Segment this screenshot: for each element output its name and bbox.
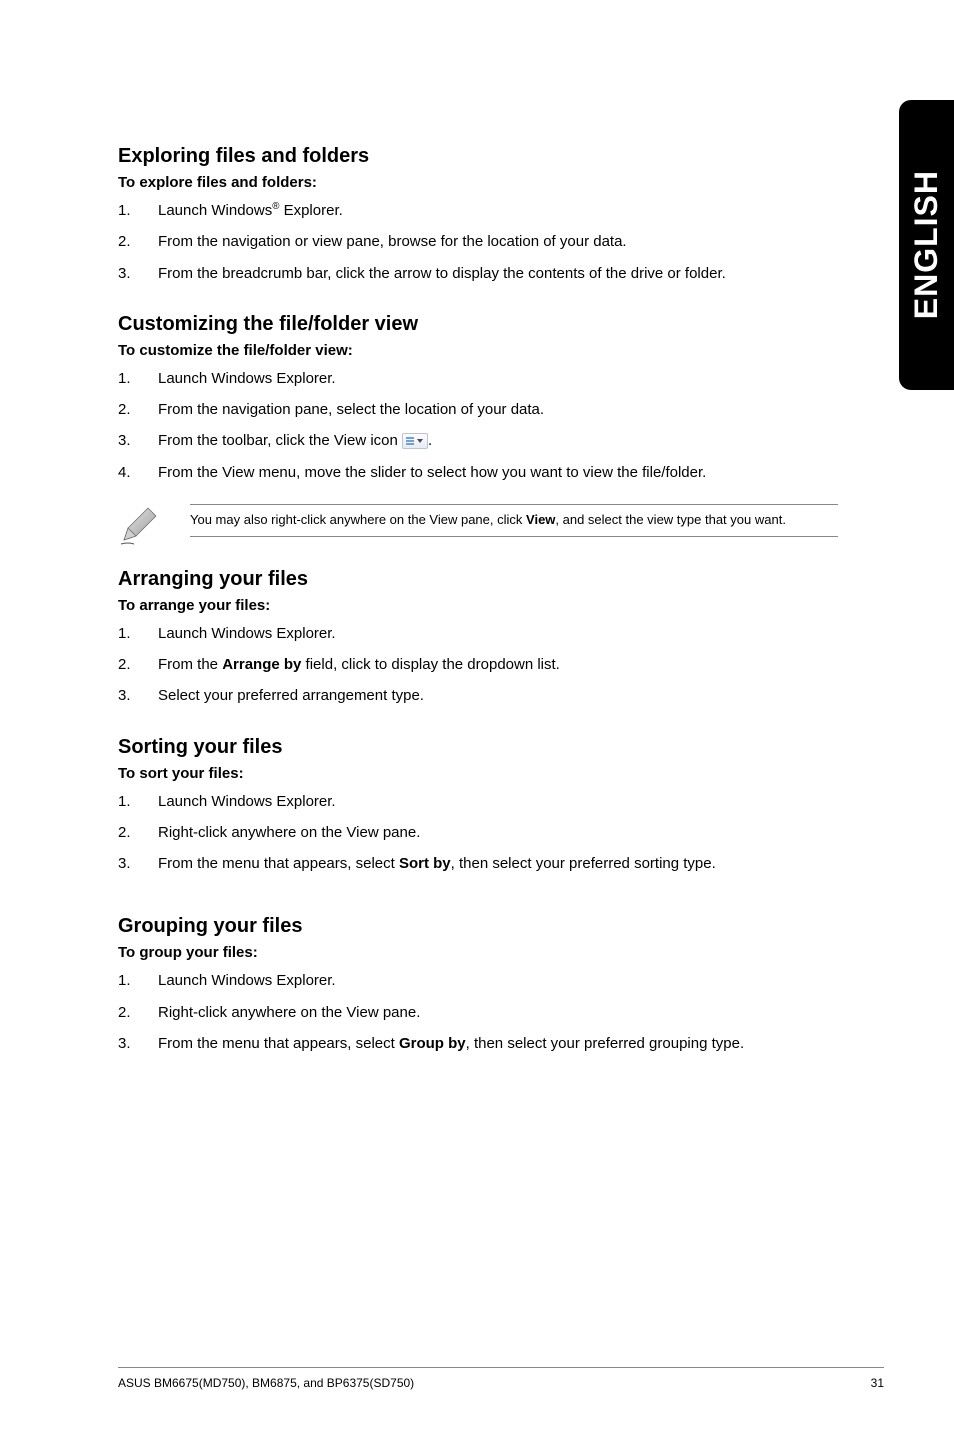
step-text: Right-click anywhere on the View pane. [158,1004,420,1021]
language-tab: ENGLISH [899,100,954,390]
note-text-post: , and select the view type that you want… [555,512,786,527]
step-number: 1. [118,790,131,813]
section-subhead-arrange: To arrange your files: [118,597,838,614]
step-number: 1. [118,367,131,390]
step-text-post: , then select your preferred sorting typ… [451,855,716,872]
divider [190,536,838,537]
step-text-bold: Arrange by [222,656,301,673]
view-icon [402,433,428,449]
step-text: From the navigation or view pane, browse… [158,233,627,250]
steps-sort: 1. Launch Windows Explorer. 2. Right-click… [118,790,838,876]
section-title-arrange: Arranging your files [118,568,838,591]
step-text-bold: Sort by [399,855,451,872]
steps-arrange: 1. Launch Windows Explorer. 2. From the Ar… [118,622,838,708]
page-footer: ASUS BM6675(MD750), BM6875, and BP6375(S… [118,1367,884,1390]
list-item: 1. Launch Windows Explorer. [118,790,838,813]
step-text-pre: From the menu that appears, select [158,855,399,872]
step-text: Select your preferred arrangement type. [158,687,424,704]
step-text-pre: From the menu that appears, select [158,1035,399,1052]
list-item: 2. Right-click anywhere on the View pane. [118,1001,838,1024]
step-text: Launch Windows Explorer. [158,625,336,642]
list-item: 1. Launch Windows Explorer. [118,622,838,645]
steps-explore: 1. Launch Windows® Explorer. 2. From the n… [118,199,838,285]
step-text-post: . [428,432,432,449]
step-number: 3. [118,852,131,875]
page-content: Exploring files and folders To explore f… [118,145,838,1083]
pencil-icon [118,504,160,546]
step-text: From the menu that appears, select Group… [158,1035,744,1052]
step-text: Launch Windows Explorer. [158,972,336,989]
list-item: 3. Select your preferred arrangement type… [118,684,838,707]
list-item: 3. From the toolbar, click the View icon … [118,429,838,452]
list-item: 3. From the menu that appears, select Gro… [118,1032,838,1055]
list-item: 1. Launch Windows® Explorer. [118,199,838,222]
step-number: 1. [118,969,131,992]
step-text-bold: Group by [399,1035,466,1052]
step-text-post: field, click to display the dropdown lis… [301,656,559,673]
list-item: 2. From the navigation pane, select the l… [118,398,838,421]
step-text: Launch Windows® Explorer. [158,202,343,219]
divider [190,504,838,505]
step-text: Launch Windows Explorer. [158,793,336,810]
page-number: 31 [871,1376,884,1390]
section-subhead-group: To group your files: [118,944,838,961]
step-number: 1. [118,622,131,645]
list-item: 1. Launch Windows Explorer. [118,969,838,992]
step-text: From the breadcrumb bar, click the arrow… [158,265,726,282]
step-number: 3. [118,429,131,452]
step-text-pre: Launch Windows [158,202,272,219]
step-number: 4. [118,461,131,484]
list-item: 2. Right-click anywhere on the View pane. [118,821,838,844]
step-text: Right-click anywhere on the View pane. [158,824,420,841]
section-title-group: Grouping your files [118,915,838,938]
language-tab-label: ENGLISH [908,170,945,319]
step-text: From the toolbar, click the View icon . [158,432,432,449]
list-item: 1. Launch Windows Explorer. [118,367,838,390]
step-number: 2. [118,821,131,844]
list-item: 4. From the View menu, move the slider to… [118,461,838,484]
step-text-pre: From the toolbar, click the View icon [158,432,402,449]
list-item: 2. From the navigation or view pane, brow… [118,230,838,253]
step-text: From the Arrange by field, click to disp… [158,656,560,673]
step-number: 3. [118,1032,131,1055]
note-text: You may also right-click anywhere on the… [190,511,838,530]
step-text: Launch Windows Explorer. [158,370,336,387]
step-number: 2. [118,1001,131,1024]
section-title-customize: Customizing the file/folder view [118,313,838,336]
section-title-sort: Sorting your files [118,736,838,759]
note-text-bold: View [526,512,555,527]
step-text-post: , then select your preferred grouping ty… [466,1035,745,1052]
note-text-pre: You may also right-click anywhere on the… [190,512,526,527]
section-subhead-explore: To explore files and folders: [118,174,838,191]
step-text: From the View menu, move the slider to s… [158,464,706,481]
step-text: From the navigation pane, select the loc… [158,401,544,418]
section-subhead-customize: To customize the file/folder view: [118,342,838,359]
list-item: 3. From the menu that appears, select Sor… [118,852,838,875]
step-number: 3. [118,684,131,707]
step-number: 2. [118,398,131,421]
list-item: 2. From the Arrange by field, click to di… [118,653,838,676]
step-number: 1. [118,199,131,222]
section-title-explore: Exploring files and folders [118,145,838,168]
note-text-wrap: You may also right-click anywhere on the… [190,504,838,537]
step-text-post: Explorer. [279,202,342,219]
list-item: 3. From the breadcrumb bar, click the arr… [118,262,838,285]
note-block: You may also right-click anywhere on the… [118,504,838,546]
steps-customize: 1. Launch Windows Explorer. 2. From the na… [118,367,838,484]
section-subhead-sort: To sort your files: [118,765,838,782]
footer-left: ASUS BM6675(MD750), BM6875, and BP6375(S… [118,1376,414,1390]
step-number: 2. [118,230,131,253]
step-number: 2. [118,653,131,676]
step-text: From the menu that appears, select Sort … [158,855,716,872]
step-number: 3. [118,262,131,285]
step-text-pre: From the [158,656,222,673]
steps-group: 1. Launch Windows Explorer. 2. Right-click… [118,969,838,1055]
